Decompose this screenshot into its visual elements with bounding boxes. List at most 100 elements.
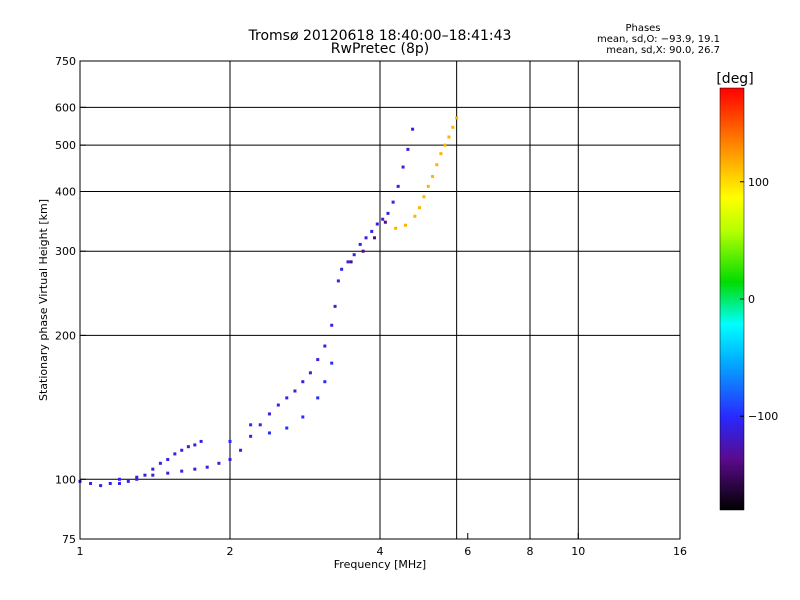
data-point	[285, 426, 289, 430]
x-tick-label: 16	[673, 545, 687, 558]
data-point	[135, 477, 139, 481]
data-point	[99, 484, 103, 488]
data-point	[158, 461, 162, 465]
x-tick-label: 4	[377, 545, 384, 558]
data-point	[422, 195, 426, 199]
data-point	[346, 260, 350, 264]
data-point	[336, 279, 340, 283]
colorbar-tick-label: 100	[748, 176, 769, 189]
data-point	[417, 206, 421, 210]
data-point	[406, 147, 410, 151]
data-point	[135, 475, 139, 479]
x-axis-label: Frequency [MHz]	[334, 558, 426, 571]
data-point	[411, 127, 415, 131]
data-point	[330, 361, 334, 365]
data-point	[239, 448, 243, 452]
chart-subtitle: RwPretec (8p)	[331, 41, 429, 57]
x-tick-label: 10	[571, 545, 585, 558]
data-point	[217, 461, 221, 465]
y-tick-label: 100	[55, 473, 76, 486]
chart-title: Tromsø 20120618 18:40:00–18:41:43	[248, 28, 512, 44]
data-point	[180, 448, 184, 452]
data-point	[151, 473, 155, 477]
data-point	[285, 396, 289, 400]
data-point	[323, 380, 327, 384]
data-point	[126, 479, 130, 483]
data-point	[323, 344, 327, 348]
data-point	[308, 371, 312, 375]
data-point	[396, 184, 400, 188]
data-point	[166, 471, 170, 475]
data-point	[426, 184, 430, 188]
data-point	[180, 469, 184, 473]
x-tick-label: 1	[77, 545, 84, 558]
colorbar-ticks: 100 0 −100	[740, 176, 778, 423]
data-point	[193, 467, 197, 471]
data-point	[439, 152, 443, 156]
y-tick-label: 750	[55, 55, 76, 68]
data-point	[349, 260, 353, 264]
colorbar-tick-label: 0	[748, 293, 755, 306]
data-point	[267, 412, 271, 416]
phase-box-title: Phases	[625, 23, 660, 34]
data-point	[447, 135, 451, 139]
data-point	[352, 253, 356, 257]
data-point	[249, 434, 253, 438]
data-point	[394, 226, 398, 230]
y-tick-label: 75	[62, 533, 76, 546]
data-point	[186, 445, 190, 449]
data-point	[258, 423, 262, 427]
y-tick-label: 600	[55, 101, 76, 114]
data-point	[267, 431, 271, 435]
data-point	[373, 236, 377, 240]
data-point	[276, 403, 280, 407]
data-point	[173, 452, 177, 456]
y-tick-label: 200	[55, 329, 76, 342]
data-point	[228, 457, 232, 461]
data-point	[228, 439, 232, 443]
data-point	[301, 380, 305, 384]
data-point	[108, 481, 112, 485]
data-point	[249, 423, 253, 427]
data-point	[375, 222, 379, 226]
data-point	[403, 223, 407, 227]
data-point	[383, 220, 387, 224]
data-point	[443, 143, 447, 147]
data-point	[316, 396, 320, 400]
data-point	[143, 473, 147, 477]
data-point	[151, 467, 155, 471]
data-point	[413, 214, 417, 218]
data-point	[117, 477, 121, 481]
data-point	[435, 163, 439, 167]
phase-box-o-line: mean, sd,O: −93.9, 19.1	[597, 34, 720, 45]
data-point	[386, 211, 390, 215]
data-point	[301, 415, 305, 419]
x-tick-label: 6	[464, 545, 471, 558]
colorbar-label: [deg]	[716, 71, 753, 87]
data-point	[455, 116, 459, 120]
grid-lines	[80, 61, 680, 539]
data-points	[78, 116, 459, 488]
data-point	[431, 174, 435, 178]
data-point	[340, 267, 344, 271]
phase-box-x-line: mean, sd,X: 90.0, 26.7	[606, 45, 720, 56]
y-tick-label: 500	[55, 139, 76, 152]
data-point	[316, 358, 320, 362]
x-tick-label: 8	[527, 545, 534, 558]
colorbar-tick-label: −100	[748, 410, 778, 423]
data-point	[401, 165, 405, 169]
data-point	[205, 465, 209, 469]
data-point	[89, 481, 93, 485]
data-point	[166, 457, 170, 461]
data-point	[451, 125, 455, 129]
axis-ticks: 1 2 4 6 8 10 16 75 100 200 300 400 500 600 750	[55, 55, 687, 558]
data-point	[381, 217, 385, 221]
data-point	[199, 439, 203, 443]
data-point	[358, 242, 362, 246]
x-tick-label: 2	[227, 545, 234, 558]
data-point	[364, 236, 368, 240]
data-point	[293, 389, 297, 393]
y-tick-label: 400	[55, 185, 76, 198]
data-point	[370, 229, 374, 233]
